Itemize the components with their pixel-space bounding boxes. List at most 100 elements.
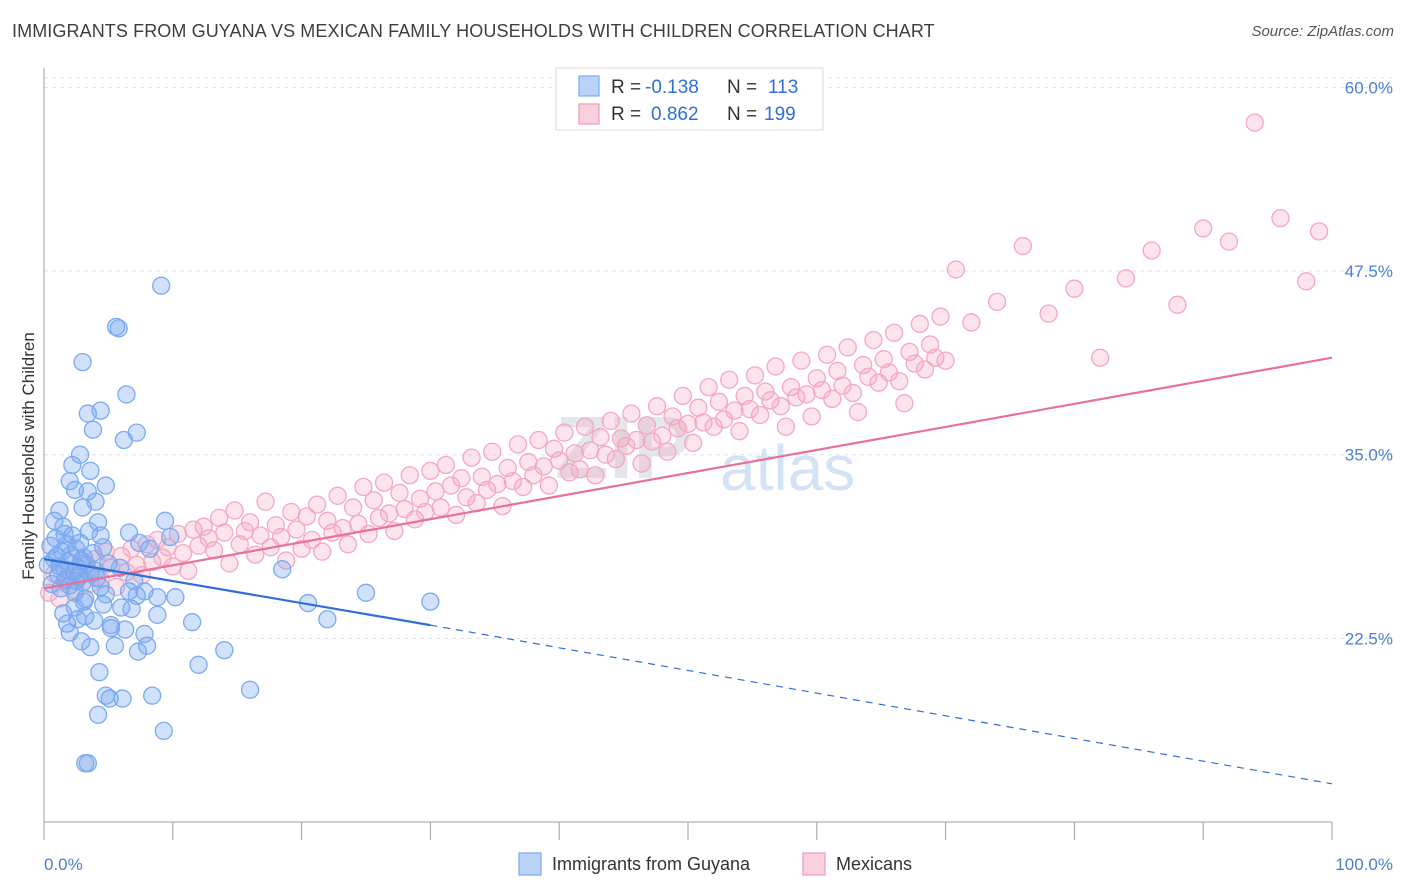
- mexicans-point-47: [282, 502, 301, 522]
- mexicans-point-148: [802, 407, 821, 426]
- mexicans-point-132: [720, 370, 739, 389]
- mexicans-point-154: [833, 376, 852, 395]
- guyana-point-104: [78, 754, 97, 773]
- mexicans-point-125: [684, 433, 703, 453]
- mexicans-point-30: [194, 517, 213, 536]
- mexicans-point-86: [483, 442, 502, 461]
- mexicans-point-128: [699, 377, 718, 397]
- mexicans-point-179: [1039, 304, 1058, 323]
- bottom-legend-swatch-guyana: [518, 852, 542, 876]
- mexicans-point-53: [313, 542, 332, 561]
- mexicans-point-97: [539, 476, 559, 495]
- y-axis-label: Family Households with Children: [19, 332, 38, 580]
- mexicans-point-182: [1116, 269, 1136, 288]
- mexicans-point-133: [725, 401, 744, 420]
- mexicans-point-75: [426, 482, 445, 501]
- guyana-point-56: [72, 632, 91, 651]
- mexicans-point-66: [380, 504, 399, 523]
- legend-r-value-guyana: -0.138: [645, 77, 699, 98]
- mexicans-point-90: [503, 471, 522, 491]
- mexicans-point-113: [622, 404, 641, 423]
- guyana-trend-line: [43, 557, 431, 627]
- mexicans-point-169: [910, 314, 929, 334]
- guyana-point-94: [182, 613, 202, 632]
- mexicans-point-61: [354, 477, 373, 497]
- mexicans-point-186: [1219, 232, 1239, 251]
- mexicans-point-28: [184, 520, 203, 539]
- guyana-point-89: [130, 533, 149, 552]
- guyana-point-31: [83, 543, 103, 563]
- guyana-point-40: [55, 524, 74, 544]
- mexicans-point-130: [709, 392, 729, 411]
- mexicans-point-95: [529, 430, 548, 450]
- bottom-legend-swatch-mexicans: [802, 852, 826, 876]
- mexicans-point-91: [508, 435, 528, 454]
- mexicans-point-76: [431, 498, 450, 517]
- y-tick-labels: 22.5% 35.0% 47.5% 60.0%: [1345, 78, 1393, 648]
- x-tick-label-left: 0.0%: [44, 855, 83, 874]
- guyana-point-70: [137, 636, 157, 655]
- mexicans-point-183: [1142, 241, 1161, 260]
- guyana-point-61: [94, 595, 113, 614]
- x-ticks: [43, 822, 1333, 840]
- mexicans-point-59: [343, 498, 363, 517]
- guyana-trend-extension: [430, 624, 1333, 785]
- guyana-point-102: [421, 592, 440, 611]
- mexicans-point-189: [1297, 272, 1316, 291]
- mexicans-point-138: [750, 405, 770, 425]
- guyana-point-50: [96, 476, 115, 495]
- mexicans-point-100: [555, 423, 574, 442]
- legend-box: [555, 67, 824, 131]
- mexicans-point-170: [915, 360, 935, 379]
- mexicans-point-68: [390, 483, 409, 503]
- mexicans-point-184: [1168, 295, 1187, 314]
- mexicans-point-155: [838, 338, 857, 357]
- mexicans-point-136: [740, 399, 759, 419]
- mexicans-point-129: [704, 417, 723, 436]
- mexicans-point-185: [1194, 219, 1213, 238]
- guyana-point-65: [115, 620, 135, 639]
- mexicans-point-35: [220, 554, 239, 573]
- guyana-point-97: [240, 680, 260, 699]
- guyana-point-48: [86, 492, 105, 511]
- mexicans-point-160: [864, 330, 883, 350]
- mexicans-point-114: [627, 430, 646, 450]
- legend-swatch-mexicans: [578, 103, 600, 125]
- guyana-point-90: [140, 539, 159, 558]
- legend: R = -0.138 N = 113 R = 0.862 N = 199: [555, 67, 824, 131]
- guyana-point-111: [74, 592, 94, 611]
- mexicans-point-168: [905, 354, 924, 373]
- mexicans-trend-line: [43, 356, 1333, 590]
- mexicans-point-45: [271, 527, 291, 547]
- guyana-point-68: [128, 642, 148, 661]
- guyana-point-109: [135, 582, 154, 601]
- mexicans-point-174: [936, 351, 955, 370]
- mexicans-point-34: [215, 523, 234, 542]
- mexicans-point-50: [297, 507, 316, 526]
- guyana-point-49: [91, 526, 110, 545]
- legend-r-label-mexicans: R =: [611, 104, 641, 125]
- mexicans-point-178: [1013, 236, 1033, 256]
- legend-n-label-mexicans: N =: [727, 104, 757, 125]
- mexicans-point-116: [637, 416, 656, 435]
- mexicans-point-146: [792, 351, 811, 370]
- y-tick-label-0: 22.5%: [1345, 629, 1393, 648]
- guyana-point-60: [90, 662, 109, 682]
- mexicans-point-44: [266, 516, 285, 535]
- guyana-point-105: [88, 705, 108, 724]
- mexicans-point-165: [890, 372, 909, 391]
- mexicans-points: [40, 113, 1329, 608]
- mexicans-point-159: [859, 367, 878, 386]
- bottom-legend-label-guyana: Immigrants from Guyana: [552, 854, 751, 874]
- legend-swatch-guyana: [578, 75, 600, 97]
- guyana-point-39: [50, 501, 69, 520]
- mexicans-point-109: [601, 411, 620, 431]
- legend-n-label-guyana: N =: [727, 77, 757, 98]
- mexicans-point-188: [1271, 208, 1290, 228]
- mexicans-point-124: [678, 414, 698, 433]
- guyana-point-84: [152, 276, 171, 295]
- mexicans-point-42: [256, 492, 275, 511]
- mexicans-point-119: [653, 426, 672, 445]
- mexicans-point-41: [251, 526, 270, 545]
- mexicans-point-120: [658, 442, 677, 461]
